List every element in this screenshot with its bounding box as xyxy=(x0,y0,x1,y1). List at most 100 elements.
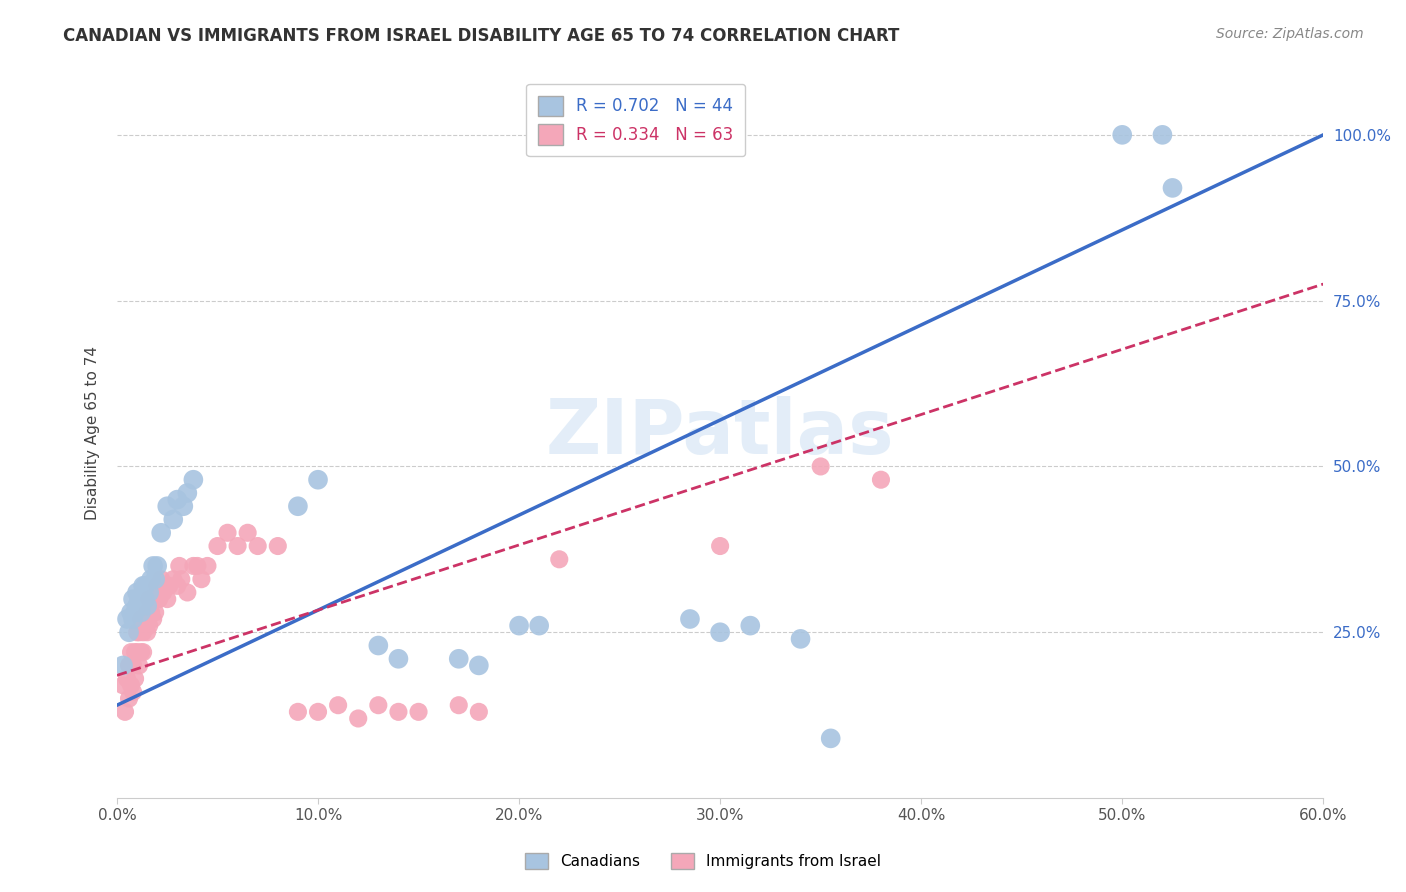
Point xyxy=(810,459,832,474)
Point xyxy=(136,606,159,620)
Point xyxy=(124,606,146,620)
Point xyxy=(125,625,148,640)
Point xyxy=(118,625,141,640)
Point xyxy=(408,705,430,719)
Point xyxy=(132,625,155,640)
Point xyxy=(709,625,731,640)
Point xyxy=(820,731,842,746)
Point xyxy=(287,705,309,719)
Point xyxy=(134,592,156,607)
Point xyxy=(183,473,205,487)
Point xyxy=(740,618,762,632)
Point xyxy=(122,612,145,626)
Point xyxy=(132,645,155,659)
Legend: R = 0.702   N = 44, R = 0.334   N = 63: R = 0.702 N = 44, R = 0.334 N = 63 xyxy=(526,84,745,156)
Point xyxy=(111,678,134,692)
Point xyxy=(447,652,470,666)
Point xyxy=(141,572,163,586)
Point xyxy=(114,705,136,719)
Point xyxy=(447,698,470,713)
Point xyxy=(150,572,173,586)
Point xyxy=(120,678,142,692)
Point xyxy=(120,606,142,620)
Point xyxy=(115,672,138,686)
Point xyxy=(134,612,156,626)
Point xyxy=(124,645,146,659)
Point xyxy=(122,658,145,673)
Point xyxy=(207,539,229,553)
Point xyxy=(124,672,146,686)
Point xyxy=(128,592,150,607)
Point xyxy=(226,539,249,553)
Point xyxy=(125,645,148,659)
Point xyxy=(367,639,389,653)
Text: ZIPatlas: ZIPatlas xyxy=(546,396,894,470)
Point xyxy=(176,486,198,500)
Point xyxy=(120,645,142,659)
Point xyxy=(287,500,309,514)
Point xyxy=(143,606,166,620)
Text: CANADIAN VS IMMIGRANTS FROM ISRAEL DISABILITY AGE 65 TO 74 CORRELATION CHART: CANADIAN VS IMMIGRANTS FROM ISRAEL DISAB… xyxy=(63,27,900,45)
Legend: Canadians, Immigrants from Israel: Canadians, Immigrants from Israel xyxy=(519,847,887,875)
Point xyxy=(142,612,165,626)
Point xyxy=(307,473,329,487)
Point xyxy=(367,698,389,713)
Point xyxy=(138,585,160,599)
Point xyxy=(162,572,184,586)
Point xyxy=(152,585,174,599)
Point xyxy=(118,691,141,706)
Point xyxy=(122,685,145,699)
Point xyxy=(136,625,159,640)
Point xyxy=(129,592,152,607)
Point xyxy=(186,558,208,573)
Point xyxy=(789,632,811,646)
Point xyxy=(1152,128,1174,142)
Point xyxy=(146,579,169,593)
Point xyxy=(157,579,180,593)
Point xyxy=(1111,128,1133,142)
Point xyxy=(527,618,550,632)
Point xyxy=(468,658,491,673)
Point xyxy=(143,572,166,586)
Point xyxy=(142,558,165,573)
Point xyxy=(148,592,170,607)
Point xyxy=(508,618,530,632)
Point xyxy=(141,606,163,620)
Point xyxy=(125,585,148,599)
Point xyxy=(166,579,188,593)
Point xyxy=(170,572,193,586)
Y-axis label: Disability Age 65 to 74: Disability Age 65 to 74 xyxy=(86,346,100,520)
Point xyxy=(128,625,150,640)
Point xyxy=(870,473,893,487)
Point xyxy=(122,592,145,607)
Point xyxy=(190,572,212,586)
Point xyxy=(217,525,239,540)
Point xyxy=(128,658,150,673)
Point xyxy=(146,592,169,607)
Point xyxy=(134,579,156,593)
Point xyxy=(468,705,491,719)
Point xyxy=(166,492,188,507)
Point xyxy=(176,585,198,599)
Point xyxy=(169,558,191,573)
Point xyxy=(347,711,370,725)
Point xyxy=(111,658,134,673)
Point xyxy=(138,592,160,607)
Point xyxy=(129,606,152,620)
Point xyxy=(709,539,731,553)
Point xyxy=(183,558,205,573)
Point xyxy=(197,558,219,573)
Point xyxy=(307,705,329,719)
Point xyxy=(246,539,269,553)
Point xyxy=(142,592,165,607)
Point xyxy=(136,599,159,613)
Point xyxy=(156,592,179,607)
Point xyxy=(150,525,173,540)
Point xyxy=(387,705,409,719)
Point xyxy=(387,652,409,666)
Point xyxy=(172,500,194,514)
Point xyxy=(118,658,141,673)
Point xyxy=(326,698,349,713)
Point xyxy=(162,512,184,526)
Text: Source: ZipAtlas.com: Source: ZipAtlas.com xyxy=(1216,27,1364,41)
